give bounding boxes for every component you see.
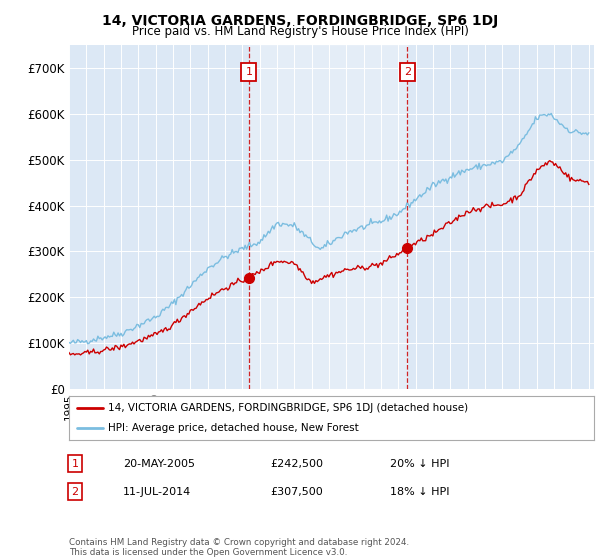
Text: Contains HM Land Registry data © Crown copyright and database right 2024.
This d: Contains HM Land Registry data © Crown c…	[69, 538, 409, 557]
Text: 14, VICTORIA GARDENS, FORDINGBRIDGE, SP6 1DJ (detached house): 14, VICTORIA GARDENS, FORDINGBRIDGE, SP6…	[109, 403, 469, 413]
Text: 18% ↓ HPI: 18% ↓ HPI	[390, 487, 449, 497]
Text: 14, VICTORIA GARDENS, FORDINGBRIDGE, SP6 1DJ: 14, VICTORIA GARDENS, FORDINGBRIDGE, SP6…	[102, 14, 498, 28]
Text: £242,500: £242,500	[270, 459, 323, 469]
Bar	[249, 45, 407, 389]
Text: 11-JUL-2014: 11-JUL-2014	[123, 487, 191, 497]
Text: £307,500: £307,500	[270, 487, 323, 497]
Text: 20% ↓ HPI: 20% ↓ HPI	[390, 459, 449, 469]
Text: 1: 1	[245, 67, 253, 77]
Text: Price paid vs. HM Land Registry's House Price Index (HPI): Price paid vs. HM Land Registry's House …	[131, 25, 469, 38]
Text: 2: 2	[71, 487, 79, 497]
Text: 20-MAY-2005: 20-MAY-2005	[123, 459, 195, 469]
Text: 2: 2	[404, 67, 411, 77]
Text: 1: 1	[71, 459, 79, 469]
Text: HPI: Average price, detached house, New Forest: HPI: Average price, detached house, New …	[109, 423, 359, 433]
